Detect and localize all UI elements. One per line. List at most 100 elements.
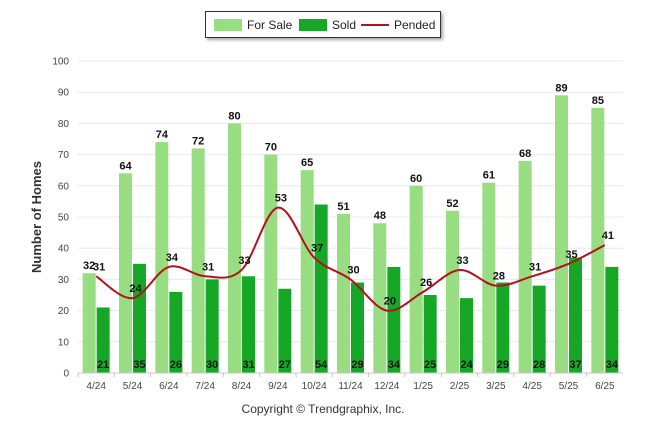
bar-sold[interactable] [387, 266, 401, 373]
sold-value-label: 21 [97, 359, 109, 371]
pended-value-label: 34 [166, 252, 179, 264]
sold-value-label: 30 [206, 359, 218, 371]
sold-swatch [299, 19, 327, 31]
bar-for-sale[interactable] [228, 123, 241, 374]
sold-value-label: 35 [133, 359, 145, 371]
x-tick-label: 3/25 [486, 381, 506, 392]
sold-value-label: 37 [569, 359, 581, 371]
for-sale-value-label: 85 [592, 95, 604, 107]
bar-for-sale[interactable] [119, 173, 132, 373]
pended-value-label: 24 [129, 283, 142, 295]
pended-swatch [361, 24, 389, 26]
for-sale-value-label: 80 [228, 110, 240, 122]
for-sale-value-label: 64 [119, 160, 132, 172]
bar-sold[interactable] [569, 257, 582, 373]
x-tick-label: 8/24 [232, 381, 252, 392]
bar-for-sale[interactable] [337, 213, 350, 373]
bar-sold[interactable] [242, 276, 255, 373]
x-tick-label: 10/24 [302, 381, 327, 392]
bar-sold[interactable] [133, 263, 146, 373]
bar-sold[interactable] [423, 295, 437, 373]
bar-for-sale[interactable] [409, 185, 423, 373]
for-sale-value-label: 51 [337, 201, 349, 213]
y-tick-label: 20 [58, 306, 70, 317]
y-tick-label: 90 [58, 88, 70, 99]
x-tick-label: 5/24 [123, 381, 143, 392]
pended-value-label: 53 [275, 193, 287, 205]
for-sale-value-label: 72 [192, 135, 204, 147]
for-sale-value-label: 61 [483, 170, 495, 182]
y-tick-label: 50 [58, 213, 70, 224]
pended-line [95, 206, 606, 312]
y-tick-label: 30 [58, 275, 70, 286]
pended-value-label: 31 [93, 261, 105, 273]
sold-value-label: 24 [460, 359, 473, 371]
y-axis-title: Number of Homes [29, 161, 44, 273]
pended-value-label: 30 [347, 264, 359, 276]
bar-sold[interactable] [96, 307, 110, 373]
pended-value-label: 31 [202, 261, 214, 273]
sold-value-label: 28 [533, 359, 545, 371]
bar-for-sale[interactable] [191, 148, 205, 373]
legend-item-for-sale[interactable]: For Sale [214, 18, 292, 32]
bar-for-sale[interactable] [446, 210, 459, 373]
bar-sold[interactable] [314, 204, 328, 373]
for-sale-value-label: 52 [446, 198, 458, 210]
pended-value-label: 37 [311, 243, 323, 255]
legend-label-pended: Pended [394, 18, 436, 32]
y-tick-label: 60 [58, 181, 70, 192]
for-sale-value-label: 68 [519, 148, 531, 160]
data-labels: 32 21 64 35 74 26 72 30 80 31 70 27 65 54 51 29 48 34 60 25… [83, 82, 619, 371]
bar-for-sale[interactable] [155, 142, 169, 373]
bar-for-sale[interactable] [555, 95, 568, 373]
bar-for-sale[interactable] [300, 170, 314, 373]
bar-sold[interactable] [351, 282, 364, 373]
bar-for-sale[interactable] [82, 273, 96, 373]
y-tick-label: 0 [63, 369, 69, 380]
pended-value-label: 31 [529, 261, 541, 273]
x-tick-label: 2/25 [450, 381, 470, 392]
x-tick-label: 7/24 [195, 381, 215, 392]
bar-for-sale[interactable] [482, 182, 496, 373]
for-sale-value-label: 65 [301, 157, 313, 169]
legend-item-sold[interactable]: Sold [299, 18, 356, 32]
y-tick-label: 40 [58, 244, 70, 255]
bar-sold[interactable] [278, 288, 292, 373]
for-sale-value-label: 89 [555, 82, 567, 94]
y-tick-label: 80 [58, 119, 70, 130]
bar-for-sale[interactable] [518, 160, 532, 373]
bar-sold[interactable] [532, 285, 546, 373]
sold-value-label: 31 [242, 359, 254, 371]
grid [78, 60, 623, 374]
bar-sold[interactable] [496, 282, 510, 373]
bar-for-sale[interactable] [264, 154, 278, 373]
y-tick-label: 70 [58, 150, 70, 161]
for-sale-value-label: 70 [265, 142, 277, 154]
pended-series-line[interactable] [95, 206, 606, 312]
bar-sold[interactable] [605, 266, 619, 373]
sold-value-label: 27 [279, 359, 291, 371]
pended-value-label: 20 [384, 296, 396, 308]
sold-value-label: 26 [170, 359, 182, 371]
bar-for-sale[interactable] [591, 107, 605, 374]
x-tick-label: 6/24 [159, 381, 179, 392]
bar-for-sale[interactable] [373, 223, 387, 373]
pended-value-label: 35 [565, 249, 577, 261]
bars [82, 95, 619, 374]
pended-value-label: 28 [493, 271, 505, 283]
sold-value-label: 29 [497, 359, 509, 371]
legend-label-for-sale: For Sale [247, 18, 293, 32]
sold-value-label: 34 [606, 359, 619, 371]
y-tick-label: 10 [58, 337, 70, 348]
bar-sold[interactable] [205, 279, 219, 373]
legend-item-pended[interactable]: Pended [361, 18, 435, 32]
for-sale-swatch [214, 19, 242, 31]
for-sale-value-label: 32 [83, 260, 95, 272]
copyright: Copyright © Trendgraphix, Inc. [241, 402, 405, 416]
sold-value-label: 34 [388, 359, 401, 371]
bar-sold[interactable] [460, 298, 473, 373]
bar-sold[interactable] [169, 291, 183, 373]
x-tick-label: 9/24 [268, 381, 288, 392]
x-tick-label: 11/24 [338, 381, 363, 392]
